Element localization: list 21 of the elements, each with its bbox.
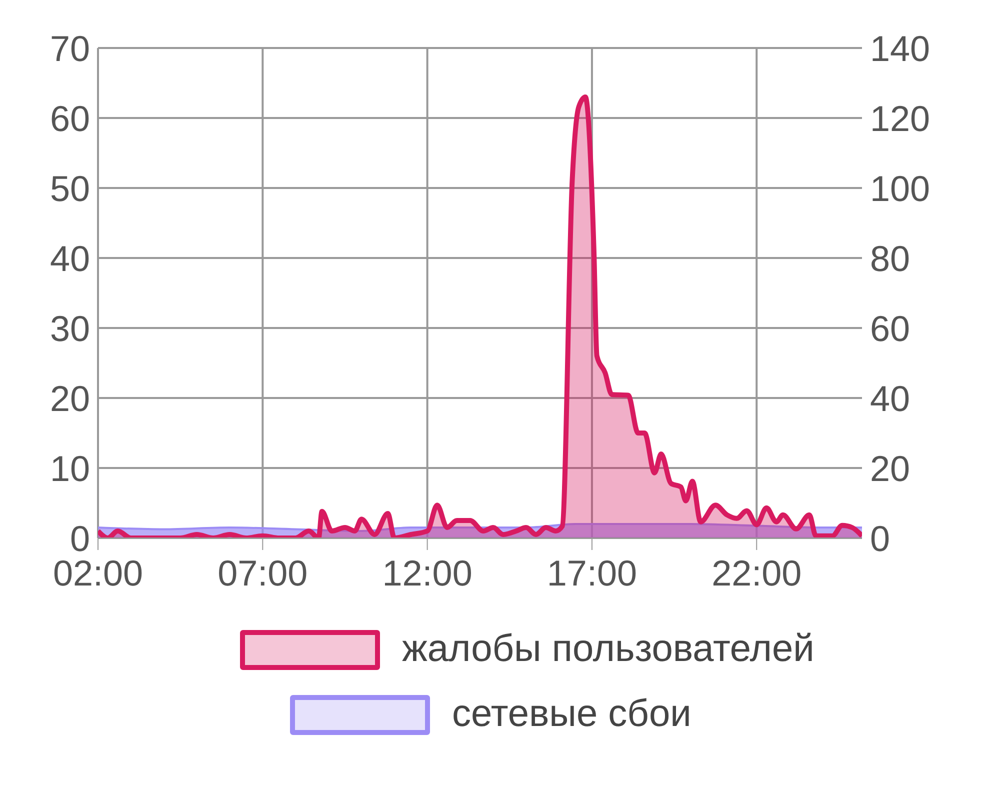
y-tick-label: 70 — [50, 28, 90, 69]
y2-tick-label: 20 — [870, 448, 910, 489]
y2-tick-label: 120 — [870, 98, 930, 139]
x-tick-label: 12:00 — [382, 552, 472, 594]
legend-label: жалобы пользователей — [402, 628, 814, 671]
y-tick-label: 40 — [50, 238, 90, 279]
y2-tick-label: 100 — [870, 168, 930, 209]
y2-tick-label: 0 — [870, 518, 890, 559]
y2-tick-label: 140 — [870, 28, 930, 69]
y2-tick-label: 60 — [870, 308, 910, 349]
y-tick-label: 20 — [50, 378, 90, 419]
x-tick-label: 17:00 — [546, 552, 638, 594]
legend-label: сетевые сбои — [452, 693, 692, 736]
x-tick-label: 22:00 — [712, 552, 802, 594]
y-tick-label: 10 — [50, 448, 90, 489]
y-tick-label: 50 — [50, 168, 90, 209]
y-tick-label: 60 — [50, 98, 90, 139]
y2-tick-label: 40 — [870, 378, 910, 419]
y2-tick-label: 80 — [870, 238, 910, 279]
y-tick-label: 30 — [50, 308, 90, 349]
x-tick-label: 07:00 — [218, 552, 308, 594]
